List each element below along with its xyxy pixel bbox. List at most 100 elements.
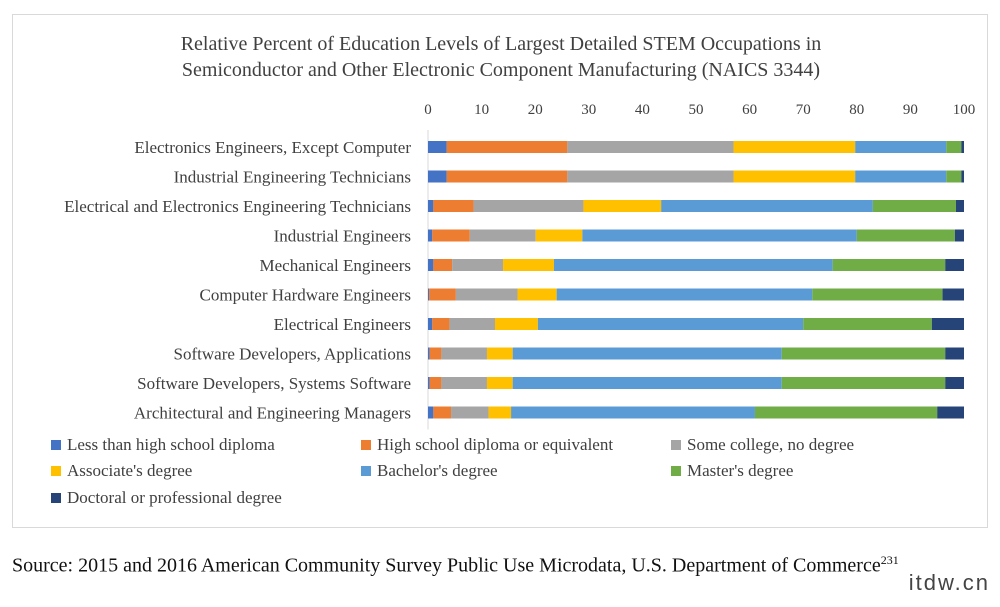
bar-segment [942, 288, 964, 301]
legend-swatch [361, 466, 371, 476]
bar-segment [428, 377, 430, 389]
source-text: Source: 2015 and 2016 American Community… [12, 554, 881, 577]
legend-label: High school diploma or equivalent [377, 435, 613, 454]
legend-swatch [671, 466, 681, 476]
bar-segment [429, 347, 442, 360]
bar-segment [661, 200, 873, 212]
bar-segment [567, 141, 734, 153]
bar-segment [451, 406, 489, 419]
bar-segment [429, 288, 456, 301]
source-citation: Source: 2015 and 2016 American Community… [12, 548, 912, 578]
bar-segment [446, 141, 568, 153]
bar-segment [931, 318, 964, 330]
bar-segment [452, 259, 504, 271]
bar-segment [945, 259, 964, 271]
bar-segment [446, 170, 568, 183]
bar-segment [812, 288, 943, 301]
bar-segment [428, 347, 430, 360]
x-tick-label: 30 [581, 102, 596, 118]
stacked-bar-chart: Relative Percent of Education Levels of … [51, 33, 975, 507]
bar-segment [449, 318, 495, 330]
watermark: itdw.cn [908, 570, 990, 595]
bar-segment [428, 318, 433, 330]
bar-segment [495, 318, 538, 330]
bar-segment [469, 229, 536, 242]
bar-segment [441, 347, 487, 360]
bar-segment [781, 347, 946, 360]
legend-swatch [361, 440, 371, 450]
bar-segment [433, 200, 474, 212]
bar-segment [428, 259, 434, 271]
bar-segment [512, 377, 782, 389]
legend-label: Some college, no degree [687, 435, 854, 454]
bar-segment [455, 288, 518, 301]
x-tick-label: 40 [635, 102, 650, 118]
source-footnote: 231 [880, 553, 899, 567]
bar-segment [582, 229, 857, 242]
bar-segment [537, 318, 804, 330]
x-tick-label: 90 [903, 102, 918, 118]
bar-segment [961, 141, 964, 153]
x-tick-label: 0 [424, 102, 432, 118]
bar-segment [428, 288, 430, 301]
bar-segment [441, 377, 487, 389]
chart-frame: Relative Percent of Education Levels of … [12, 14, 988, 528]
bar-segment [486, 377, 513, 389]
category-label: Electrical and Electronics Engineering T… [64, 197, 411, 216]
legend-swatch [671, 440, 681, 450]
category-label: Architectural and Engineering Managers [134, 404, 411, 423]
category-label: Industrial Engineering Technicians [174, 168, 411, 187]
bar-segment [432, 229, 470, 242]
bar-segment [954, 229, 964, 242]
x-tick-label: 20 [528, 102, 543, 118]
bar-segment [855, 170, 947, 183]
x-tick-label: 10 [474, 102, 489, 118]
legend-swatch [51, 466, 61, 476]
category-label: Mechanical Engineers [259, 256, 411, 275]
bar-segment [512, 347, 782, 360]
legend: Less than high school diploma High school… [51, 435, 854, 507]
bar-segment [517, 288, 557, 301]
legend-label: Associate's degree [67, 461, 192, 480]
bar-segment [428, 406, 434, 419]
bar-segment [567, 170, 734, 183]
bar-segment [429, 377, 442, 389]
x-tick-label: 70 [796, 102, 811, 118]
bar-segment [872, 200, 956, 212]
category-label: Electronics Engineers, Except Computer [134, 138, 411, 157]
bar-segment [486, 347, 513, 360]
chart-title-line-1: Relative Percent of Education Levels of … [181, 33, 822, 55]
y-axis-categories: Electronics Engineers, Except Computer In… [64, 138, 411, 423]
bar-segment [503, 259, 554, 271]
x-tick-label: 80 [849, 102, 864, 118]
bar-segment [961, 170, 964, 183]
bar-segment [832, 259, 946, 271]
legend-label: Master's degree [687, 461, 793, 480]
legend-swatch [51, 493, 61, 503]
bar-segment [433, 259, 453, 271]
bar-segment [428, 229, 433, 242]
bar-segment [945, 347, 964, 360]
bar-segment [781, 377, 946, 389]
bar-segment [428, 170, 447, 183]
bar-segment [946, 170, 962, 183]
bar-segment [733, 141, 856, 153]
bar-segment [511, 406, 755, 419]
bar-segment [553, 259, 833, 271]
bar-segment [855, 141, 947, 153]
bar-segment [473, 200, 584, 212]
bar-segment [488, 406, 512, 419]
chart-title-line-2: Semiconductor and Other Electronic Compo… [182, 59, 820, 81]
x-axis-ticks: 0 10 20 30 40 50 60 70 80 90 100 [424, 102, 975, 118]
bar-segment [428, 141, 447, 153]
x-tick-label: 100 [953, 102, 976, 118]
bar-segment [428, 200, 434, 212]
legend-label: Less than high school diploma [67, 435, 275, 454]
bar-segment [946, 141, 962, 153]
bar-segment [856, 229, 955, 242]
bars [427, 130, 964, 430]
bar-segment [556, 288, 813, 301]
bar-segment [733, 170, 856, 183]
category-label: Electrical Engineers [274, 315, 411, 334]
bar-segment [583, 200, 662, 212]
